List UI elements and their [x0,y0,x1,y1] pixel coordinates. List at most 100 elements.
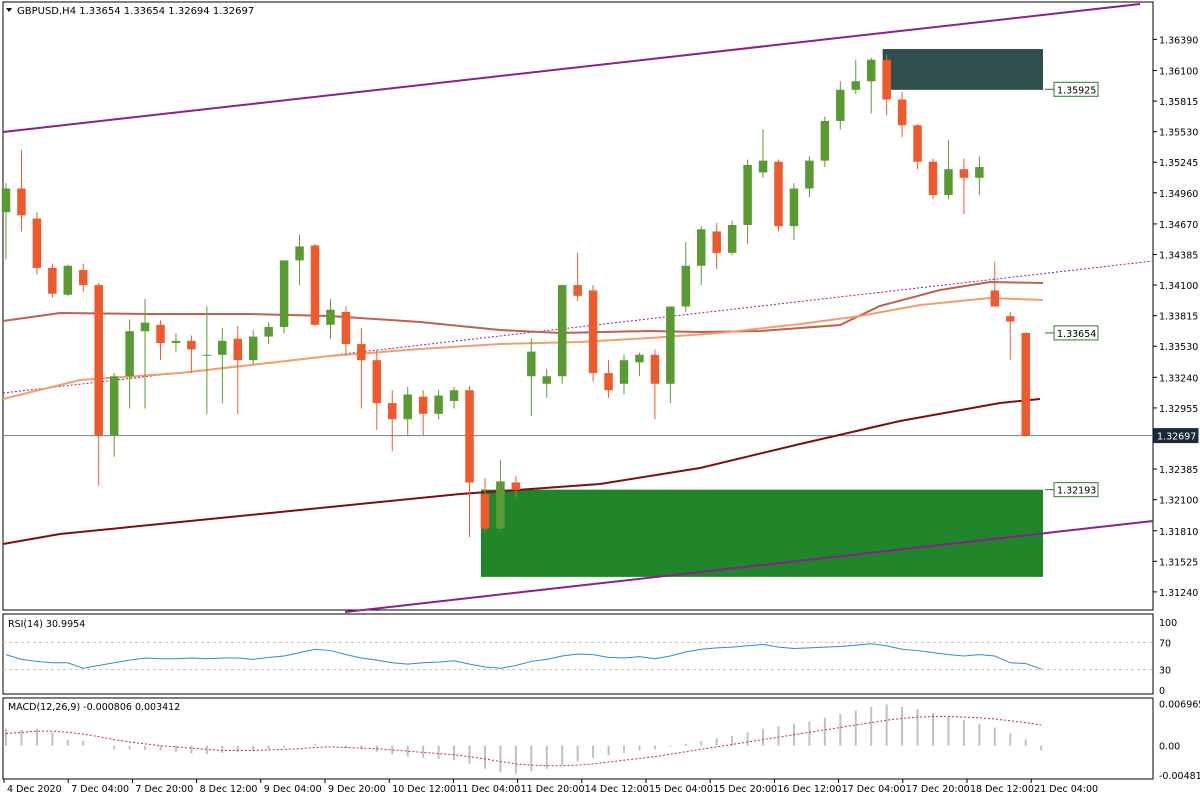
candle[interactable] [1,183,11,260]
price-axis-label: 1.34385 [1159,251,1198,262]
supply-zone[interactable] [882,49,1043,90]
candle[interactable] [588,285,598,382]
candle[interactable] [357,327,366,409]
candle[interactable] [805,156,814,198]
candle-body [248,336,258,361]
candle[interactable] [557,285,567,384]
candle[interactable] [975,156,984,195]
candle[interactable] [63,264,73,296]
candle[interactable] [697,226,706,286]
candle[interactable] [388,390,397,452]
macd-panel[interactable] [2,697,1154,780]
candle-body [650,354,660,384]
candle-body [882,59,891,100]
candle-body [109,376,119,436]
candle[interactable] [527,338,536,416]
candle[interactable] [310,244,320,326]
candle[interactable] [17,149,26,232]
candle[interactable] [465,385,474,538]
macd-axis-label: -0.004818 [1159,771,1200,782]
candle[interactable] [341,306,351,355]
candle[interactable] [836,81,845,130]
price-label-text: 1.33654 [1057,329,1096,340]
candle[interactable] [496,459,505,532]
candle[interactable] [666,306,675,404]
candle[interactable] [187,335,196,374]
candle-body [449,390,459,401]
candle[interactable] [573,252,582,302]
candle-body [959,169,969,178]
candle[interactable] [171,333,181,352]
candle-body [511,482,521,490]
candle[interactable] [295,234,304,286]
candle[interactable] [650,349,660,420]
channel-lower-line[interactable] [344,520,1154,613]
candle[interactable] [542,368,552,398]
candle[interactable] [48,263,57,298]
candle[interactable] [990,261,1000,307]
candle[interactable] [511,476,521,498]
candle[interactable] [32,212,42,275]
candle-body [727,225,737,253]
candle[interactable] [789,183,799,241]
candle-body [295,246,304,261]
time-axis-label: 11 Dec 04:00 [456,784,520,795]
candle[interactable] [928,158,938,200]
candle[interactable] [604,360,613,398]
candle-body [928,161,938,195]
candle[interactable] [140,299,150,409]
candle[interactable] [743,159,752,245]
candle[interactable] [774,159,783,232]
candle[interactable] [372,349,382,430]
candle[interactable] [156,320,165,361]
candle[interactable] [944,140,953,200]
candle[interactable] [125,319,134,409]
candle[interactable] [712,222,721,269]
price-axis-label: 1.35530 [1159,128,1198,139]
candle[interactable] [109,373,119,457]
candle[interactable] [279,260,289,334]
candle[interactable] [959,158,969,215]
symbol-menu-triangle-icon[interactable] [6,8,12,12]
candle[interactable] [218,327,227,404]
candle-body [357,344,366,361]
candle-body [388,403,397,420]
candle[interactable] [681,242,691,312]
candle[interactable] [418,390,428,436]
candle[interactable] [434,390,443,420]
candle[interactable] [480,478,490,532]
candle[interactable] [820,116,830,168]
candle-body [171,340,181,344]
candle[interactable] [1006,311,1015,361]
candle-body [125,331,134,377]
candle-body [156,324,165,344]
price-axis-label: 1.32955 [1159,404,1198,415]
candle[interactable] [897,91,907,138]
candle-body [866,59,876,82]
candle[interactable] [851,59,861,95]
channel-upper-line[interactable] [2,3,1141,133]
candle[interactable] [866,57,876,114]
candle-body [17,188,26,216]
candle-body [774,161,783,227]
candle[interactable] [449,386,459,409]
candle[interactable] [1021,332,1030,436]
candle[interactable] [727,220,737,256]
candle-body [63,265,73,295]
candle[interactable] [233,325,243,414]
candle[interactable] [248,330,258,365]
candle[interactable] [913,124,922,170]
candle[interactable] [326,299,335,339]
candle[interactable] [202,306,212,414]
candle[interactable] [79,263,88,292]
candle[interactable] [403,386,412,436]
candle[interactable] [94,282,103,486]
time-axis-label: 18 Dec 12:00 [970,784,1034,795]
zones-layer [480,49,1043,577]
candle[interactable] [264,322,273,345]
candle[interactable] [635,352,644,377]
demand-zone[interactable] [480,489,1043,577]
candle[interactable] [758,129,768,178]
candle[interactable] [619,354,629,395]
candle[interactable] [882,54,891,116]
